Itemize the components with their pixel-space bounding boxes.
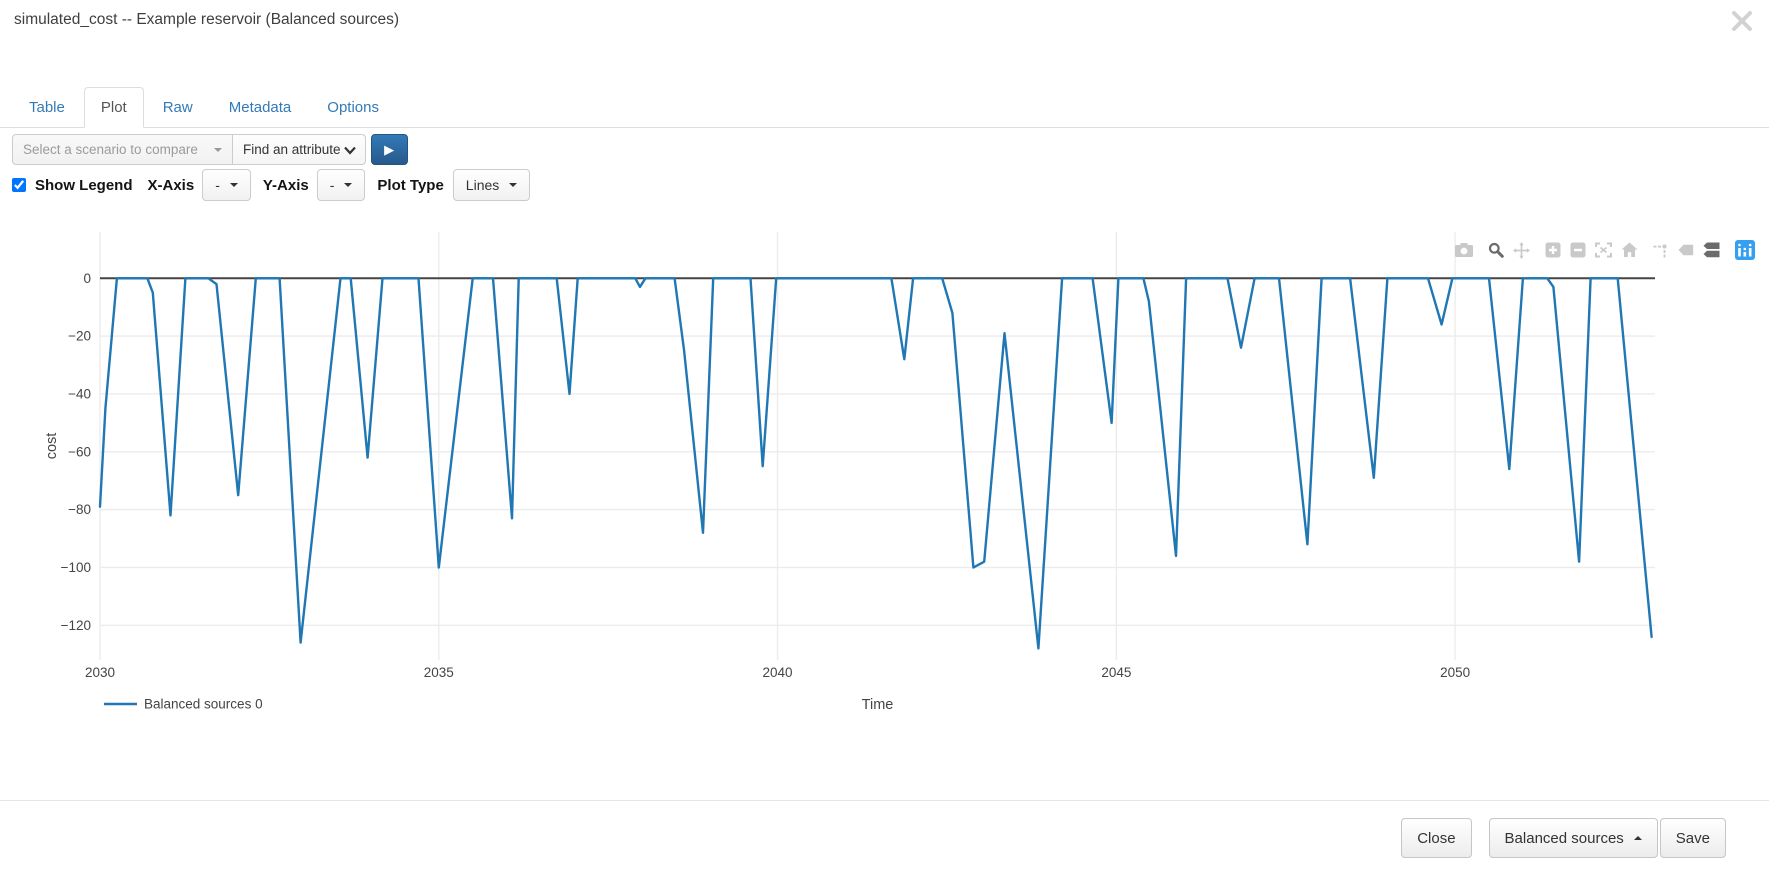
y-axis-dropdown[interactable]: - xyxy=(316,169,366,201)
footer-divider xyxy=(0,800,1769,801)
y-tick-label: −100 xyxy=(61,560,91,575)
chevron-down-icon xyxy=(344,183,353,187)
y-axis-title: cost xyxy=(44,433,60,460)
play-button[interactable]: ▶ xyxy=(370,134,408,165)
tab-metadata[interactable]: Metadata xyxy=(228,99,292,116)
scenario-dropup-button[interactable]: Balanced sources xyxy=(1488,818,1658,858)
close-button[interactable]: Close xyxy=(1401,818,1472,858)
chevron-down-icon xyxy=(509,183,518,187)
plot-controls: Show Legend X-Axis - Y-Axis - Plot Type … xyxy=(12,169,531,201)
x-axis-label: X-Axis xyxy=(147,176,195,194)
compare-toolbar: Select a scenario to compare Find an att… xyxy=(12,134,408,165)
plot-type-dropdown[interactable]: Lines xyxy=(452,169,531,201)
play-icon: ▶ xyxy=(384,141,395,157)
page-title: simulated_cost -- Example reservoir (Bal… xyxy=(14,11,400,28)
cost-time-line-chart[interactable]: 2030 2035 2040 2045 2050 0 −20 −40 −60 −80 −100 −12… xyxy=(0,215,1769,715)
legend-label: Balanced sources 0 xyxy=(144,697,263,712)
series-line xyxy=(98,277,1653,650)
attribute-select[interactable]: Find an attribute xyxy=(232,134,366,165)
camera-icon[interactable] xyxy=(1455,243,1473,257)
x-axis-value: - xyxy=(215,177,220,193)
show-legend-checkbox[interactable] xyxy=(12,178,26,192)
y-tick-label: −20 xyxy=(68,329,91,344)
attribute-select-label: Find an attribute xyxy=(243,142,341,157)
hover-closest-icon[interactable] xyxy=(1678,244,1694,256)
chevron-down-icon xyxy=(214,147,222,152)
hover-compare-icon[interactable] xyxy=(1703,242,1720,258)
save-button[interactable]: Save xyxy=(1659,818,1726,858)
close-button-label: Close xyxy=(1417,829,1456,847)
x-tick-label: 2035 xyxy=(424,665,454,680)
plot-type-value: Lines xyxy=(465,177,500,193)
tab-bar: Table Plot Raw Metadata Options xyxy=(0,84,1769,128)
reset-axes-home-icon[interactable] xyxy=(1621,242,1638,258)
zoom-in-icon[interactable] xyxy=(1545,242,1561,258)
plotly-modebar xyxy=(1440,240,1755,260)
scenario-compare-select[interactable]: Select a scenario to compare xyxy=(12,134,233,165)
tab-plot[interactable]: Plot xyxy=(83,87,144,128)
y-axis-label: Y-Axis xyxy=(262,176,309,194)
y-tick-label: −80 xyxy=(68,502,91,517)
caret-up-icon xyxy=(1633,836,1642,840)
x-tick-label: 2030 xyxy=(85,665,115,680)
footer-buttons: Close Balanced sources Save xyxy=(1401,818,1726,858)
x-tick-label: 2040 xyxy=(763,665,793,680)
x-tick-label: 2045 xyxy=(1101,665,1131,680)
autoscale-icon[interactable] xyxy=(1595,242,1612,258)
show-legend-label: Show Legend xyxy=(35,176,133,194)
x-axis-title: Time xyxy=(862,697,894,713)
tab-raw[interactable]: Raw xyxy=(162,99,193,116)
scenario-dropup-label: Balanced sources xyxy=(1504,829,1624,847)
x-axis-dropdown[interactable]: - xyxy=(202,169,251,201)
y-tick-label: −120 xyxy=(61,618,91,633)
pan-icon[interactable] xyxy=(1513,241,1530,259)
scenario-compare-placeholder: Select a scenario to compare xyxy=(23,142,198,157)
tab-table[interactable]: Table xyxy=(29,99,65,116)
close-icon[interactable] xyxy=(1729,8,1755,34)
chevron-down-icon xyxy=(229,183,238,187)
chevron-down-icon xyxy=(343,146,356,155)
x-tick-label: 2050 xyxy=(1440,665,1470,680)
zoom-icon[interactable] xyxy=(1488,242,1504,258)
y-tick-label: −40 xyxy=(68,386,91,401)
toggle-spike-lines-icon[interactable] xyxy=(1653,242,1669,258)
y-tick-label: 0 xyxy=(83,271,91,286)
zoom-out-icon[interactable] xyxy=(1570,242,1586,258)
tab-options[interactable]: Options xyxy=(327,99,379,116)
y-tick-label: −60 xyxy=(68,444,91,459)
y-axis-value: - xyxy=(329,177,335,193)
plotly-logo-icon[interactable] xyxy=(1735,240,1755,260)
plot-type-label: Plot Type xyxy=(377,176,444,194)
save-button-label: Save xyxy=(1675,829,1710,847)
legend-item[interactable]: Balanced sources 0 xyxy=(104,697,263,712)
